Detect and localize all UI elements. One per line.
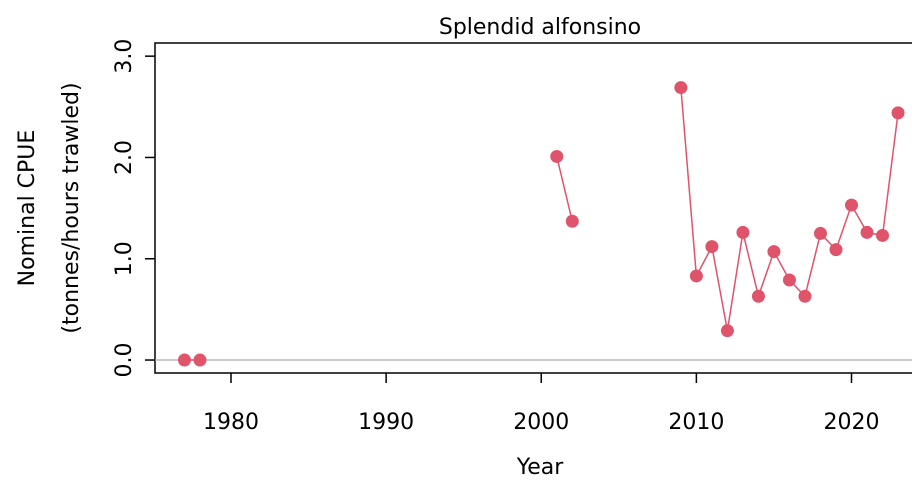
- x-tick-label: 1980: [203, 410, 259, 435]
- y-tick-label-group: 3.0: [112, 39, 137, 74]
- data-point: [751, 289, 765, 303]
- x-tick-label: 1990: [358, 410, 414, 435]
- y-tick-label-group: 1.0: [112, 241, 137, 276]
- data-point: [193, 353, 207, 367]
- y-axis-title: Nominal CPUE (tonnes/hours trawled): [15, 82, 84, 333]
- y-tick-label: 1.0: [112, 241, 137, 276]
- data-point: [550, 149, 564, 163]
- data-point: [177, 353, 191, 367]
- data-point: [891, 106, 905, 120]
- data-point: [767, 245, 781, 259]
- y-axis-title-line: Nominal CPUE: [15, 130, 40, 287]
- y-tick-label: 0.0: [112, 343, 137, 378]
- x-axis-title: Year: [516, 455, 565, 480]
- series-line: [184, 87, 899, 361]
- x-tick-label: 2000: [513, 410, 569, 435]
- y-tick-label: 2.0: [112, 140, 137, 175]
- data-point: [829, 243, 843, 257]
- y-axis-title-line: (tonnes/hours trawled): [59, 82, 84, 333]
- data-point: [705, 240, 719, 254]
- data-point: [845, 198, 859, 212]
- y-tick-label-group: 2.0: [112, 140, 137, 175]
- data-point: [720, 324, 734, 338]
- y-tick-label-group: 0.0: [112, 343, 137, 378]
- data-point: [798, 289, 812, 303]
- data-point: [813, 226, 827, 240]
- x-tick-label: 2010: [668, 410, 724, 435]
- data-point: [674, 81, 688, 95]
- plot-frame: [154, 42, 912, 374]
- data-point: [860, 225, 874, 239]
- data-point: [782, 273, 796, 287]
- data-point: [689, 269, 703, 283]
- data-point: [876, 228, 890, 242]
- chart-title: Splendid alfonsino: [439, 15, 641, 40]
- data-point: [565, 214, 579, 228]
- x-tick-label: 2020: [824, 410, 880, 435]
- data-point: [736, 225, 750, 239]
- y-tick-label: 3.0: [112, 39, 137, 74]
